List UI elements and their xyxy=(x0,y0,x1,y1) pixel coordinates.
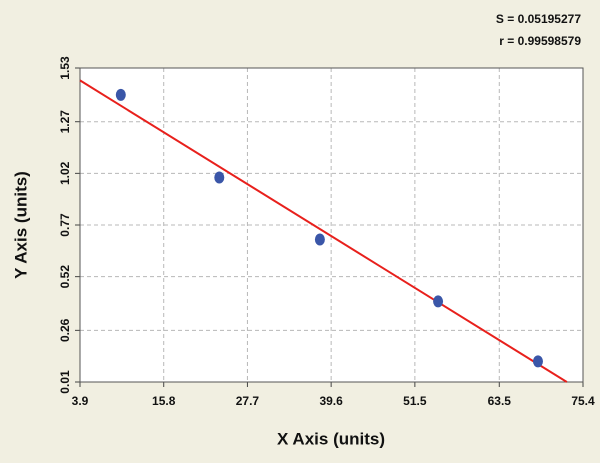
x-tick-label: 27.7 xyxy=(236,394,260,408)
x-tick-label: 39.6 xyxy=(319,394,343,408)
fit-line xyxy=(79,79,568,383)
y-tick-label: 0.77 xyxy=(58,213,72,237)
y-tick-label: 1.27 xyxy=(58,110,72,134)
annotation: r = 0.99598579 xyxy=(499,34,581,48)
y-tick-label: 0.52 xyxy=(58,265,72,289)
x-axis-label: X Axis (units) xyxy=(277,429,385,448)
y-tick-label: 1.02 xyxy=(58,161,72,185)
y-tick-label: 0.01 xyxy=(58,370,72,394)
data-point xyxy=(314,233,325,246)
data-point xyxy=(214,171,225,184)
x-tick-label: 3.9 xyxy=(72,394,89,408)
data-point xyxy=(433,295,444,308)
x-tick-label: 75.4 xyxy=(571,394,595,408)
x-tick-label: 51.5 xyxy=(403,394,427,408)
x-tick-label: 15.8 xyxy=(152,394,176,408)
data-point xyxy=(532,355,543,368)
y-tick-label: 1.53 xyxy=(58,56,72,80)
x-tick-label: 63.5 xyxy=(488,394,512,408)
data-point xyxy=(115,88,126,101)
y-axis-label: Y Axis (units) xyxy=(11,171,30,279)
y-tick-label: 0.26 xyxy=(58,318,72,342)
annotation: S = 0.05195277 xyxy=(496,12,581,26)
plot-border xyxy=(79,67,584,383)
